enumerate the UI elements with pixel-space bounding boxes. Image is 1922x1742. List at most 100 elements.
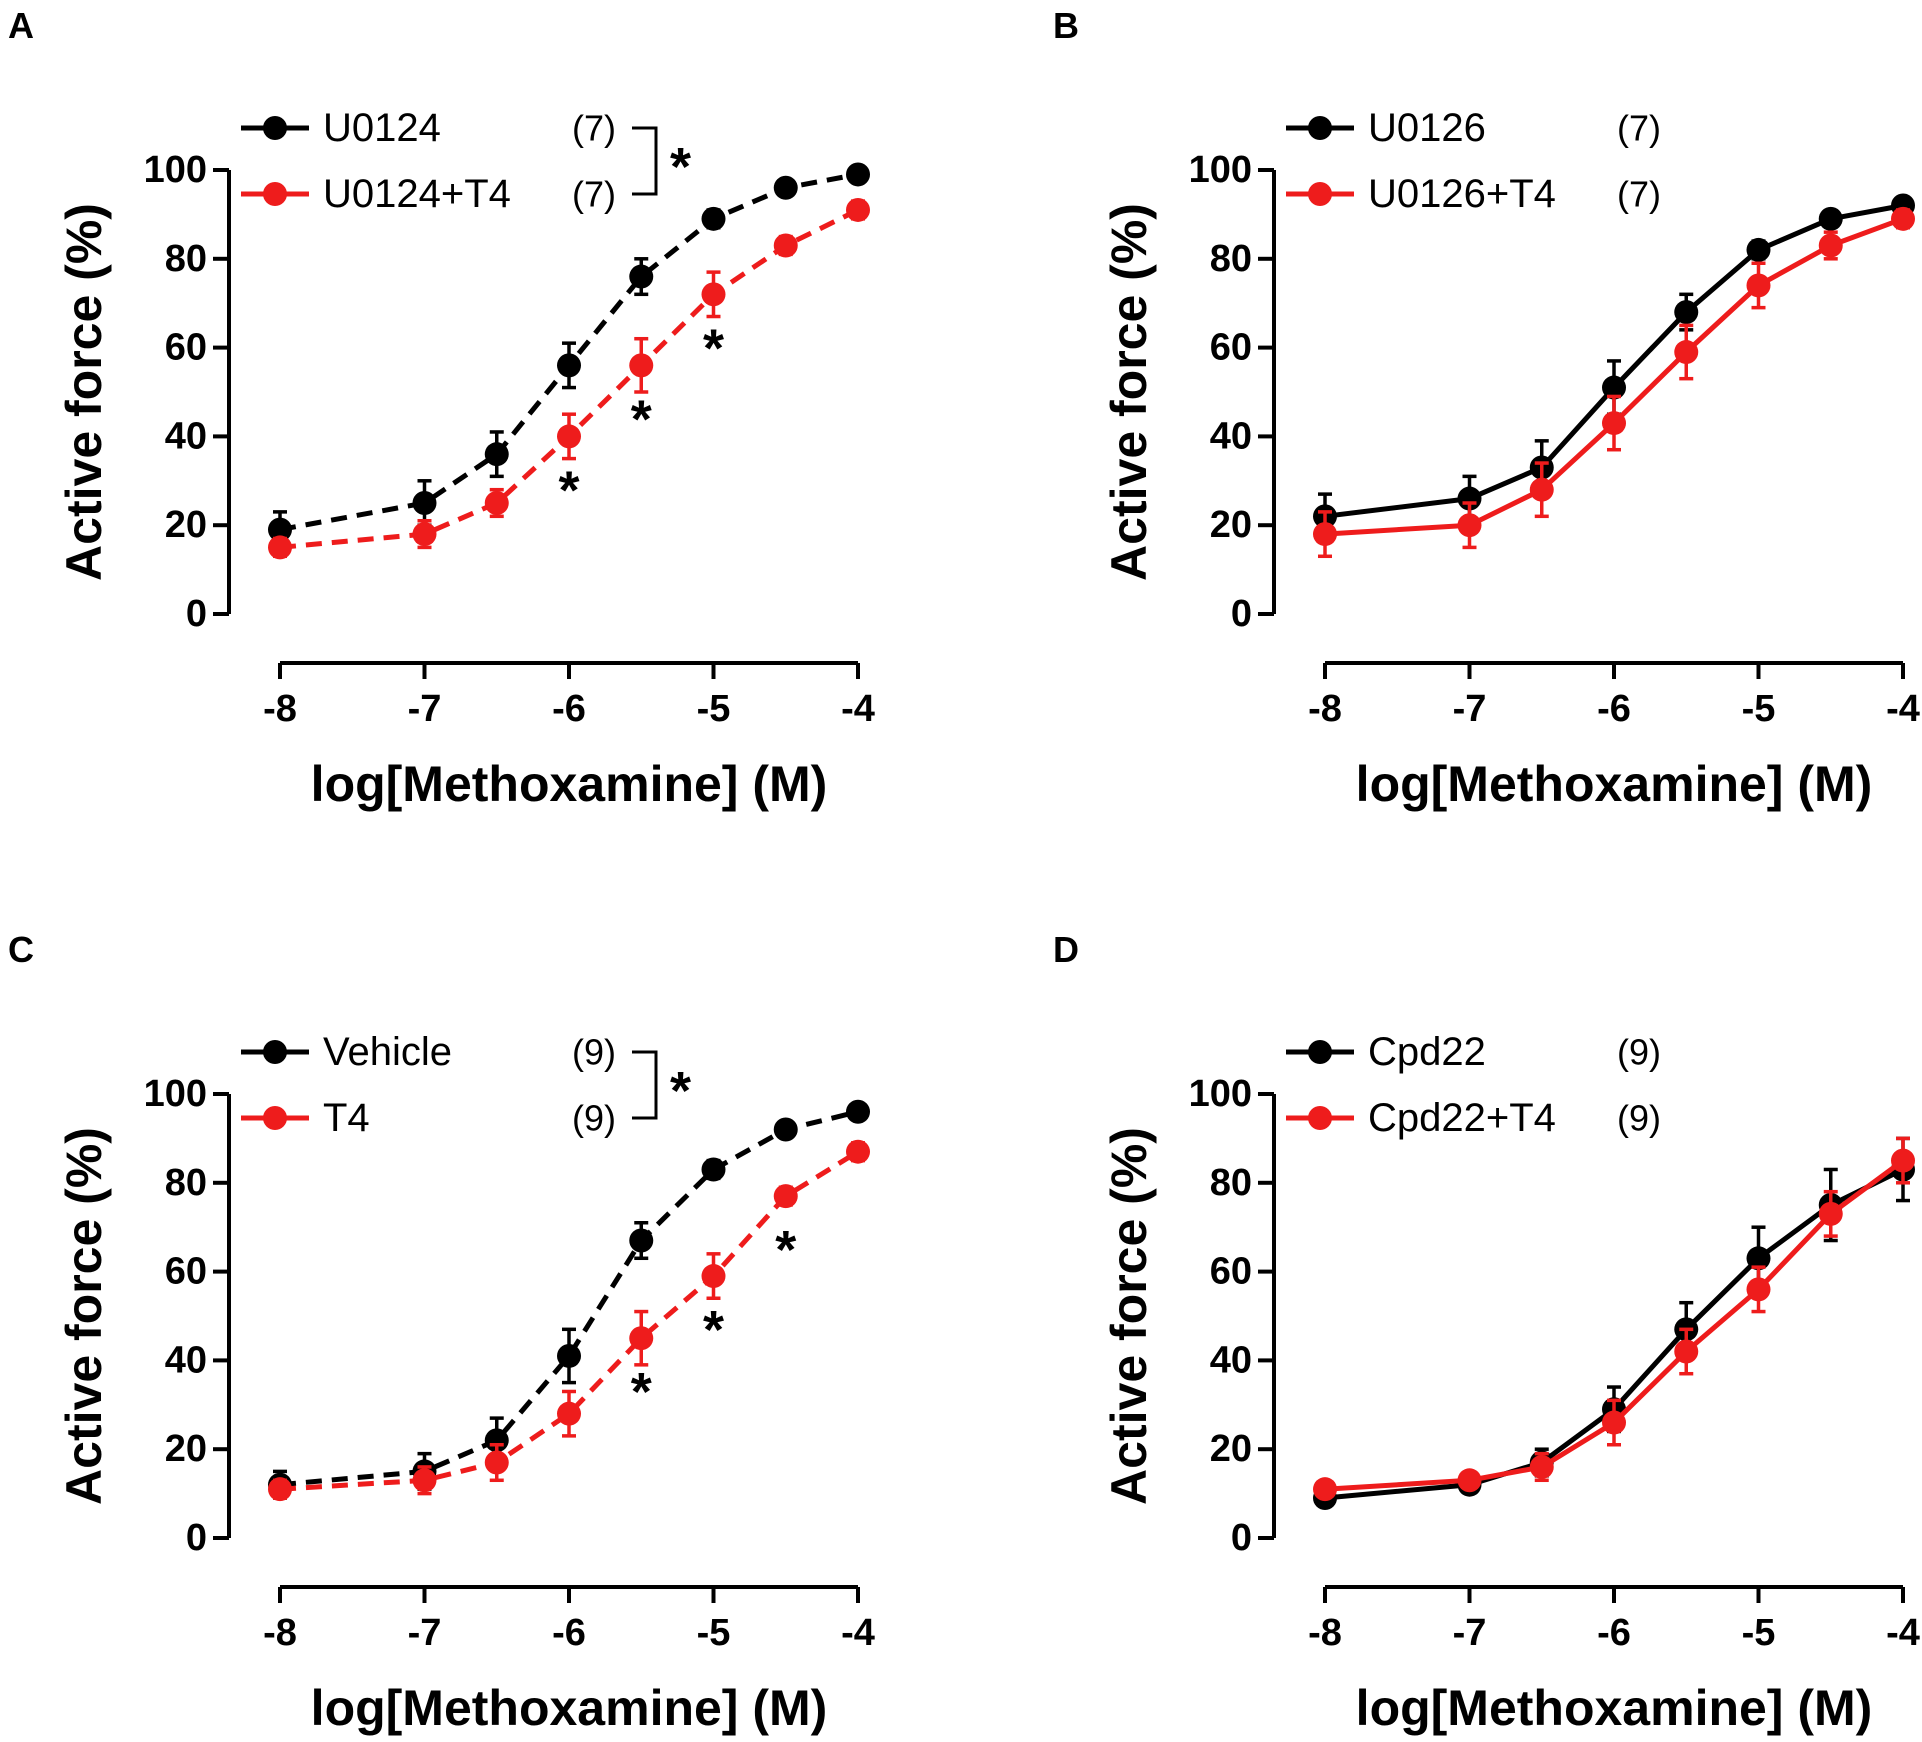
panel-c-y-tick-label: 0: [186, 1517, 207, 1559]
panel-b-series-2-point: [1313, 522, 1337, 547]
panel-a-x-axis-title: log[Methoxamine] (M): [311, 756, 828, 812]
panel-b-series-2-point: [1746, 273, 1771, 298]
legend-n: (7): [1617, 108, 1661, 149]
panel-a-x-tick-label: -8: [263, 688, 297, 730]
legend-marker: [263, 116, 287, 140]
panel-d-x-tick-label: -7: [1453, 1612, 1487, 1654]
panel-a: A 0 20 40 60 80 100 -8 -7 -6 -5 -4 log[Methoxamine] …: [8, 5, 875, 812]
panel-d-x-tick-label: -4: [1886, 1612, 1920, 1654]
panel-a-series-1-point: [701, 206, 726, 231]
legend-label: U0124+T4: [323, 172, 511, 216]
panel-c-x-tick-label: -7: [408, 1612, 442, 1654]
legend-n: (9): [572, 1032, 616, 1073]
panel-c-y-tick-label: 60: [165, 1251, 207, 1293]
legend-bracket-star: *: [670, 1061, 691, 1121]
panel-d-y-tick-label: 20: [1210, 1428, 1252, 1470]
panel-b-y-tick-label: 100: [1189, 149, 1252, 191]
panel-c-y-tick-label: 80: [165, 1162, 207, 1204]
panel-b-series-2-point: [1529, 477, 1554, 502]
panel-d-series-2-point: [1891, 1148, 1915, 1173]
panel-b-y-tick-label: 0: [1231, 593, 1252, 635]
panel-c-series-2-point: [773, 1184, 798, 1209]
panel-b-series-2-point: [1602, 411, 1626, 436]
legend-n: (9): [1617, 1098, 1661, 1139]
panel-d-x-tick-label: -6: [1597, 1612, 1631, 1654]
legend-label: Vehicle: [323, 1030, 452, 1074]
panel-c-series-2-line: [279, 1149, 860, 1492]
legend-n: (7): [572, 108, 616, 149]
panel-a-series-2-point: [846, 197, 870, 222]
legend-bracket: [632, 1050, 658, 1120]
panel-d-series-2-point: [1602, 1410, 1626, 1435]
panel-a-series-1-point: [484, 442, 509, 467]
panel-a-y-tick-label: 20: [165, 504, 207, 546]
legend-label: T4: [323, 1096, 370, 1140]
panel-a-x-tick-label: -7: [408, 688, 442, 730]
panel-b-series-1-point: [1746, 237, 1771, 262]
panel-a-series-2-point: [484, 491, 509, 515]
panel-b-y-axis-title: Active force (%): [1101, 203, 1157, 581]
panel-a-series-1-line: [279, 171, 859, 533]
panel-d-y-tick-label: 0: [1231, 1517, 1252, 1559]
panel-c-letter: C: [8, 929, 34, 970]
panel-c-x-axis-title: log[Methoxamine] (M): [311, 1680, 828, 1736]
panel-b-x-tick-label: -5: [1742, 688, 1776, 730]
panel-a-significance-star: *: [703, 318, 724, 378]
panel-a-series-1-point: [846, 162, 870, 187]
legend-marker: [263, 1106, 287, 1130]
panel-c-legend: Vehicle (9) T4 (9) *: [241, 1030, 691, 1140]
panel-d-letter: D: [1053, 929, 1079, 970]
panel-d-y-axis-title: Active force (%): [1101, 1127, 1157, 1505]
panel-c-significance-star: *: [775, 1220, 796, 1280]
panel-c-series-1-point: [557, 1343, 581, 1368]
legend-label: U0126: [1368, 106, 1486, 150]
panel-a-series-2-point: [268, 535, 292, 560]
panel-a-x-tick-label: -4: [841, 688, 875, 730]
legend-marker: [1308, 1040, 1332, 1064]
panel-b-series-2-line: [1324, 216, 1904, 537]
legend-bracket: [632, 126, 658, 196]
panel-c-y-tick-label: 40: [165, 1339, 207, 1381]
panel-c-series-1-line: [279, 1109, 859, 1488]
panel-d-y-tick-label: 60: [1210, 1251, 1252, 1293]
legend-bracket-star: *: [670, 137, 691, 197]
panel-b-series-2-point: [1674, 340, 1699, 365]
legend-marker: [263, 1040, 287, 1064]
panel-b-series-2-point: [1818, 233, 1843, 258]
panel-b-x-tick-label: -6: [1597, 688, 1631, 730]
panel-c-y-tick-label: 20: [165, 1428, 207, 1470]
panel-b-y-tick-label: 40: [1210, 415, 1252, 457]
panel-a-letter: A: [8, 5, 34, 46]
panel-b-series-1-point: [1674, 300, 1699, 325]
panel-c-series-2-point: [268, 1477, 292, 1502]
panel-d-series-2-point: [1818, 1201, 1843, 1226]
panel-a-legend: U0124 (7) U0124+T4 (7) *: [241, 106, 691, 216]
panel-a-significance-star: *: [631, 389, 652, 449]
legend-n: (7): [572, 174, 616, 215]
panel-c-series-2-point: [846, 1139, 870, 1164]
panel-c-y-axis-title: Active force (%): [56, 1127, 112, 1505]
panel-a-y-axis-title: Active force (%): [56, 203, 112, 581]
panel-c-series-1-point: [701, 1157, 726, 1182]
panel-c-series-2-point: [412, 1468, 437, 1493]
legend-label: Cpd22: [1368, 1030, 1486, 1074]
panel-b-series-2-point: [1457, 513, 1482, 538]
panel-d-y-tick-label: 40: [1210, 1339, 1252, 1381]
legend-n: (9): [1617, 1032, 1661, 1073]
legend-marker: [1308, 1106, 1332, 1130]
panel-d-series-2-point: [1674, 1339, 1699, 1364]
legend-label: U0124: [323, 106, 441, 150]
panel-c-x-tick-label: -8: [263, 1612, 297, 1654]
panel-c-series-2-point: [629, 1326, 654, 1351]
panel-a-series-2-line: [279, 207, 860, 550]
panel-a-series-2-point: [701, 282, 726, 307]
legend-label: Cpd22+T4: [1368, 1096, 1556, 1140]
panel-a-y-tick-label: 60: [165, 327, 207, 369]
panel-d-series-2-line: [1324, 1158, 1905, 1492]
panel-d: D 0 20 40 60 80 100 -8 -7 -6 -5 -4 log[Methoxamine] …: [1053, 929, 1920, 1736]
panel-d-x-tick-label: -8: [1308, 1612, 1342, 1654]
panel-c-significance-star: *: [631, 1362, 652, 1422]
panel-b-y-tick-label: 60: [1210, 327, 1252, 369]
legend-label: U0126+T4: [1368, 172, 1556, 216]
panel-b-series-1-line: [1324, 203, 1904, 519]
